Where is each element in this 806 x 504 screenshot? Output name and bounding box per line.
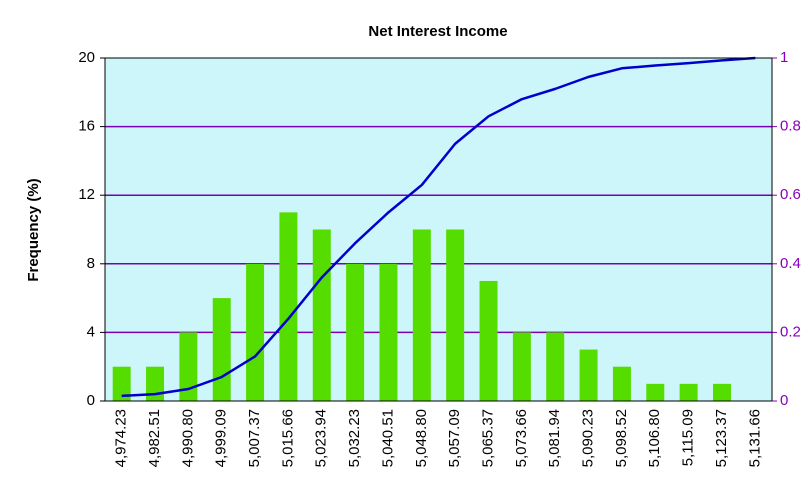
x-tick-label: 5,090.23: [580, 409, 597, 467]
cumulative-line: [121, 56, 756, 398]
bar: [612, 366, 631, 401]
x-tick-label: 5,106.80: [646, 409, 663, 467]
x-tick-label: 5,015.66: [279, 409, 296, 467]
x-tick-label: 4,999.09: [213, 409, 230, 467]
bar: [212, 298, 231, 401]
x-tick-label: 4,990.80: [179, 409, 196, 467]
x-tick-label: 5,065.37: [479, 409, 496, 467]
x-tick-label: 5,131.66: [746, 409, 763, 467]
y2-tick-label: 1: [780, 49, 788, 66]
x-tick-label: 5,081.94: [546, 409, 563, 467]
y2-tick-label: 0.2: [780, 323, 801, 340]
bar: [279, 212, 298, 401]
bar: [512, 332, 531, 401]
y-tick-label: 8: [87, 255, 95, 272]
y2-tick-label: 0: [780, 392, 788, 409]
bar: [312, 229, 331, 401]
x-tick-label: 5,115.09: [680, 409, 697, 466]
bar: [646, 383, 665, 401]
y2-tick-label: 0.4: [780, 255, 801, 272]
y-tick-label: 0: [87, 392, 95, 409]
bar: [679, 383, 698, 401]
x-tick-label: 5,057.09: [446, 409, 463, 467]
bar: [346, 263, 365, 401]
x-tick-label: 5,098.52: [613, 409, 630, 467]
plot-area: [105, 58, 772, 401]
bar: [712, 383, 731, 401]
y-axis-label: Frequency (%): [25, 178, 42, 281]
y-tick-label: 16: [78, 118, 95, 135]
x-tick-label: 5,073.66: [513, 409, 530, 467]
chart-title: Net Interest Income: [368, 23, 507, 40]
x-tick-label: 5,032.23: [346, 409, 363, 467]
bar: [412, 229, 431, 401]
x-tick-label: 5,023.94: [313, 409, 330, 467]
bar: [479, 280, 498, 401]
y-tick-label: 20: [78, 49, 95, 66]
x-tick-label: 5,040.51: [379, 409, 396, 467]
y-tick-label: 4: [87, 323, 95, 340]
bar: [446, 229, 465, 401]
bar: [179, 332, 198, 401]
y2-tick-label: 0.6: [780, 186, 801, 203]
bar: [246, 263, 265, 401]
y2-tick-label: 0.8: [780, 118, 801, 135]
bar: [546, 332, 565, 401]
bar: [579, 349, 598, 401]
x-tick-label: 4,982.51: [146, 409, 163, 467]
x-tick-label: 4,974.23: [113, 409, 130, 467]
bar: [112, 366, 131, 401]
bar: [146, 366, 165, 401]
x-tick-label: 5,048.80: [413, 409, 430, 467]
x-tick-label: 5,007.37: [246, 409, 263, 467]
bar: [379, 263, 398, 401]
y-tick-label: 12: [78, 186, 95, 203]
x-tick-label: 5,123.37: [713, 409, 730, 467]
